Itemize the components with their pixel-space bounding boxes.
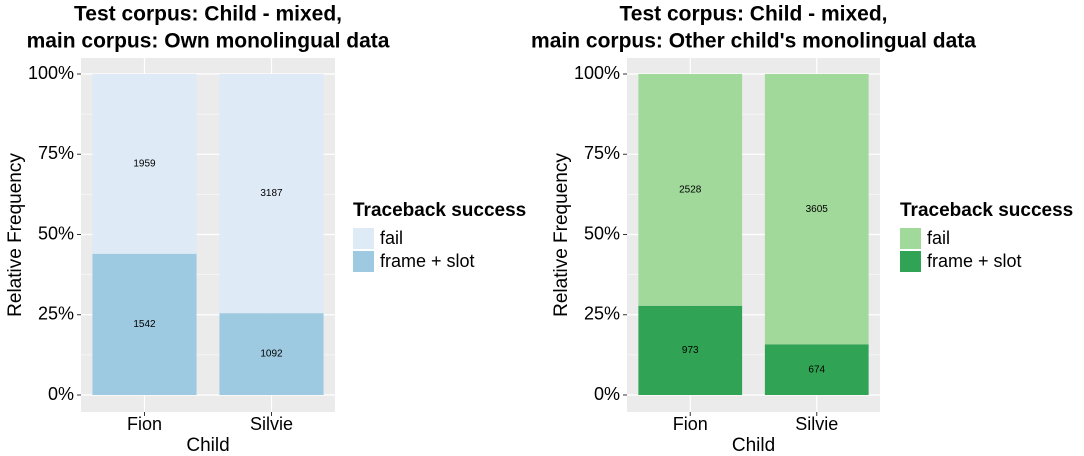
x-tick-label: Silvie — [795, 414, 838, 434]
y-tick-label: 100% — [28, 63, 74, 83]
x-axis-label: Child — [186, 435, 229, 456]
x-tick-label: Silvie — [250, 414, 293, 434]
y-axis-label: Relative Frequency — [551, 153, 572, 317]
data-label: 1092 — [260, 349, 283, 360]
data-label: 973 — [682, 345, 699, 356]
x-tick-label: Fion — [673, 414, 708, 434]
y-tick-label: 0% — [594, 384, 620, 404]
y-tick-label: 75% — [38, 143, 74, 163]
y-axis-label: Relative Frequency — [5, 153, 26, 317]
y-tick-label: 50% — [584, 223, 620, 243]
y-tick-label: 25% — [584, 304, 620, 324]
y-tick-label: 100% — [574, 63, 620, 83]
bar-segment — [638, 74, 743, 306]
y-tick-label: 25% — [38, 304, 74, 324]
bar-segment — [219, 74, 324, 314]
bar-segment — [764, 74, 869, 345]
legend-label: frame + slot — [380, 251, 475, 271]
data-label: 1959 — [133, 159, 156, 170]
bar-segment — [92, 253, 197, 395]
legend-title: Traceback success — [353, 200, 526, 221]
data-label: 674 — [808, 364, 825, 375]
chart-title: main corpus: Other child's monolingual d… — [531, 30, 976, 53]
bar-segment — [638, 305, 743, 395]
legend-label: frame + slot — [927, 251, 1022, 271]
data-label: 3605 — [806, 204, 829, 215]
bar-segment — [764, 344, 869, 395]
legend-key — [900, 228, 921, 249]
legend-key — [353, 251, 374, 272]
data-label: 1542 — [133, 319, 156, 330]
y-tick-label: 50% — [38, 223, 74, 243]
data-label: 2528 — [679, 185, 702, 196]
chart-title: main corpus: Own monolingual data — [27, 30, 390, 53]
chart-title: Test corpus: Child - mixed, — [74, 3, 342, 26]
data-label: 3187 — [260, 188, 283, 199]
chart-title: Test corpus: Child - mixed, — [620, 3, 888, 26]
legend-key — [900, 251, 921, 272]
legend-key — [353, 228, 374, 249]
x-axis-label: Child — [732, 435, 775, 456]
y-tick-label: 0% — [48, 384, 74, 404]
y-tick-label: 75% — [584, 143, 620, 163]
legend-label: fail — [380, 228, 403, 248]
x-tick-label: Fion — [127, 414, 162, 434]
bar-segment — [92, 74, 197, 254]
bar-segment — [219, 313, 324, 395]
legend-label: fail — [927, 228, 950, 248]
legend-title: Traceback success — [900, 200, 1073, 221]
